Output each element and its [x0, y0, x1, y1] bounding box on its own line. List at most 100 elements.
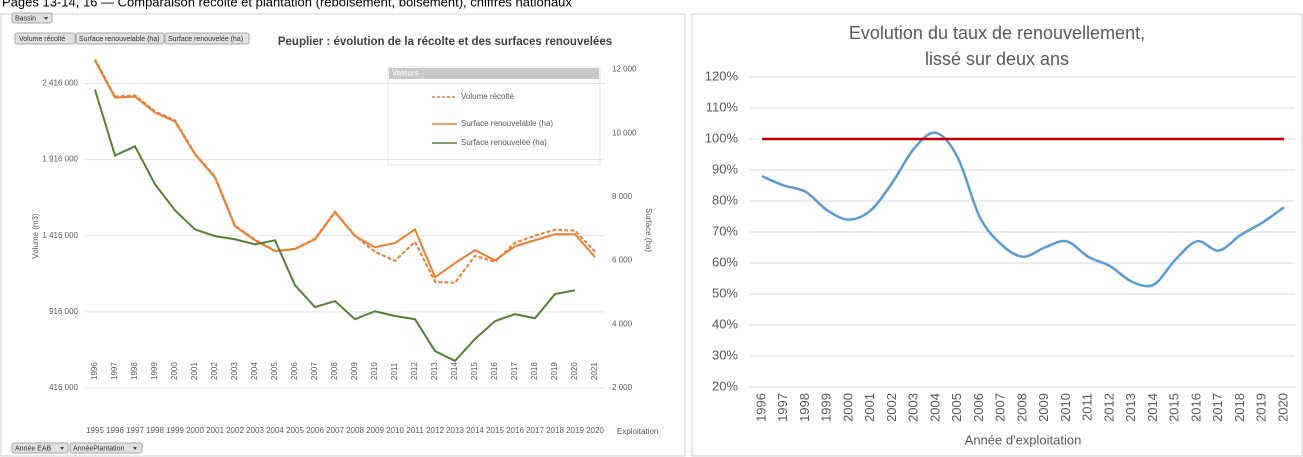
x-tick-label: 2001: [190, 362, 199, 380]
y2-tick-label: 6 000: [612, 256, 633, 265]
x-tick-label: 2010: [370, 362, 379, 380]
x-tick-label: 2017: [510, 362, 519, 380]
series-line: [94, 89, 576, 363]
x-tick-label: 2013: [430, 362, 439, 380]
x-tick-label: 2005: [949, 393, 964, 422]
x-tick-label-outer: 2002: [226, 426, 244, 435]
y2-tick-label: 8 000: [612, 192, 633, 201]
value-button-label[interactable]: Volume récolté: [19, 36, 65, 43]
x-tick-label: 2019: [550, 362, 559, 380]
x-tick-label: 2009: [350, 362, 359, 380]
x-tick-label: 2000: [170, 362, 179, 380]
value-button[interactable]: [75, 32, 165, 45]
x-tick-label: 2003: [230, 362, 239, 380]
x-tick-label: 2012: [410, 362, 419, 380]
x-tick-label: 2014: [1145, 393, 1160, 422]
y-tick-label: 40%: [712, 316, 738, 331]
filter-button-label[interactable]: Bassin: [15, 15, 36, 22]
x-tick-label: 2013: [1123, 393, 1138, 422]
x-tick-label: 2016: [490, 362, 499, 380]
x-tick-label-outer: 2008: [346, 426, 364, 435]
x-tick-label: 1996: [90, 362, 99, 380]
left-panel: [0, 13, 686, 457]
x-tick-label-outer: 2012: [426, 426, 444, 435]
x-tick-label-outer: 2013: [446, 426, 464, 435]
axis-button[interactable]: [69, 442, 143, 454]
x-tick-label: 2007: [310, 362, 319, 380]
legend-title: Valeurs: [392, 69, 419, 78]
x-tick-label: 2021: [590, 362, 599, 380]
x-tick-label-outer: 2007: [326, 426, 344, 435]
x-tick-label: 1997: [110, 362, 119, 380]
page-header: Pages 13-14, 16 — Comparaison récolte et…: [2, 0, 572, 9]
y-tick-label: 120%: [705, 68, 739, 83]
y-tick-label: 100%: [705, 130, 739, 145]
x-tick-label: 2001: [862, 393, 877, 422]
x-tick-label-outer: 2017: [526, 426, 544, 435]
x-tick-label-outer: 2001: [206, 426, 224, 435]
series-line: [94, 60, 596, 279]
y-tick-label: 80%: [712, 192, 738, 207]
x-tick-label: 2011: [390, 362, 399, 380]
x-tick-label-outer: 2010: [386, 426, 404, 435]
value-button[interactable]: [14, 32, 76, 45]
x-tick-label-outer: 1998: [146, 426, 164, 435]
x-tick-label-outer: 1999: [166, 426, 184, 435]
y-tick-label: 60%: [712, 254, 738, 269]
x-tick-label: 2010: [1058, 393, 1073, 422]
y-axis-label: Volume (m3): [31, 213, 40, 259]
legend-box: [387, 66, 601, 166]
x-tick-label: 2002: [884, 393, 899, 422]
x-tick-label: 1996: [753, 393, 768, 422]
axis-button-label[interactable]: Année EAB: [15, 445, 52, 452]
value-button-label[interactable]: Surface renouvelable (ha): [79, 36, 160, 43]
x-tick-label: 2016: [1188, 393, 1203, 422]
x-tick-label: 2017: [1210, 393, 1225, 422]
x-tick-label: 2018: [1232, 393, 1247, 422]
legend-label: Surface renouvelable (ha): [461, 119, 553, 128]
dropdown-icon[interactable]: [44, 17, 48, 20]
y-tick-label: 50%: [712, 285, 738, 300]
chart-title: lissé sur deux ans: [925, 49, 1069, 69]
x-tick-label: 2015: [470, 362, 479, 380]
axis-button[interactable]: [11, 442, 69, 454]
y-tick-label: 916 000: [49, 307, 78, 316]
x-tick-label: 1997: [775, 393, 790, 422]
value-button-label[interactable]: Surface renouvelée (ha): [168, 36, 243, 43]
axis-button-label[interactable]: AnnéePlantation: [73, 445, 124, 452]
y-tick-label: 110%: [706, 99, 739, 114]
x-tick-label: 2020: [570, 362, 579, 380]
x-tick-label-outer: 2018: [546, 426, 564, 435]
y2-tick-label: 4 000: [612, 319, 633, 328]
dropdown-icon[interactable]: [133, 447, 137, 450]
legend-label: Volume récolté: [461, 92, 514, 101]
value-button[interactable]: [164, 32, 250, 45]
x-tick-label-outer: 2004: [266, 426, 284, 435]
x-tick-label: 1998: [130, 362, 139, 380]
y2-tick-label: 2 000: [612, 383, 633, 392]
x-tick-label: 2019: [1254, 393, 1269, 422]
x-tick-label-outer: 2016: [506, 426, 524, 435]
x-tick-label: 1998: [797, 393, 812, 422]
x-tick-label: 2005: [270, 362, 279, 380]
x-tick-label: 2011: [1080, 393, 1095, 421]
x-tick-label-outer: 2015: [486, 426, 504, 435]
y2-axis-label: Surface (ha): [644, 208, 653, 252]
y-tick-label: 90%: [712, 161, 738, 176]
legend-label: Surface renouvelée (ha): [461, 138, 547, 147]
x-tick-label: 2012: [1101, 393, 1116, 422]
x-tick-label-outer: 2009: [366, 426, 384, 435]
filter-button[interactable]: [11, 12, 53, 24]
x-tick-label-outer: 2003: [246, 426, 264, 435]
x-tick-label-outer: 1996: [106, 426, 124, 435]
x-axis-label: Exploitation: [617, 427, 658, 436]
y-tick-label: 70%: [712, 223, 738, 238]
x-tick-label: 1999: [819, 393, 834, 422]
dropdown-icon[interactable]: [60, 447, 64, 450]
legend-header: [389, 68, 599, 79]
x-axis-label: Année d'exploitation: [965, 432, 1082, 447]
x-tick-label: 2006: [290, 362, 299, 380]
x-tick-label-outer: 2020: [586, 426, 604, 435]
y-tick-label: 1 916 000: [42, 155, 78, 164]
